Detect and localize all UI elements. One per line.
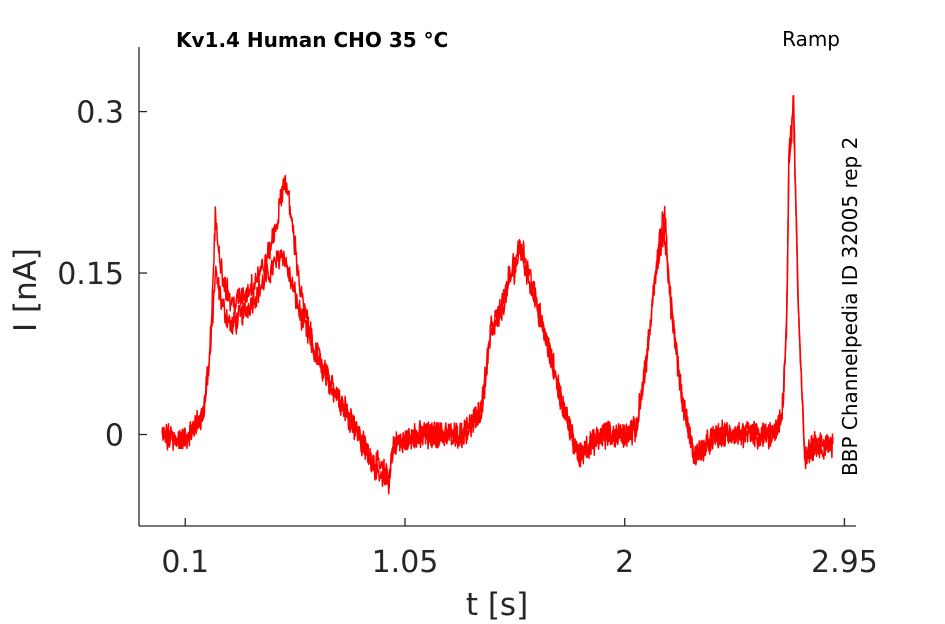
y-tick-label: 0.3 [76,96,124,131]
y-tick-label: 0 [105,419,124,454]
x-tick-label: 0.1 [161,545,209,580]
x-tick-label: 1.05 [372,545,439,580]
current-trace-2 [161,94,834,495]
protocol-label: Ramp [782,27,840,51]
x-ticks: 0.1 1.05 2 2.95 [161,518,878,580]
chart-title: Kv1.4 Human CHO 35 °C [176,28,448,52]
x-axis-label: t [s] [466,587,528,623]
y-axis-label: I [nA] [8,248,44,332]
y-ticks: 0 0.15 0.3 [57,96,147,454]
side-label: BBP Channelpedia ID 32005 rep 2 [838,137,862,476]
current-trace-1 [161,104,834,488]
x-tick-label: 2 [615,545,634,580]
y-tick-label: 0.15 [57,257,124,292]
x-tick-label: 2.95 [811,545,878,580]
traces [161,94,834,495]
